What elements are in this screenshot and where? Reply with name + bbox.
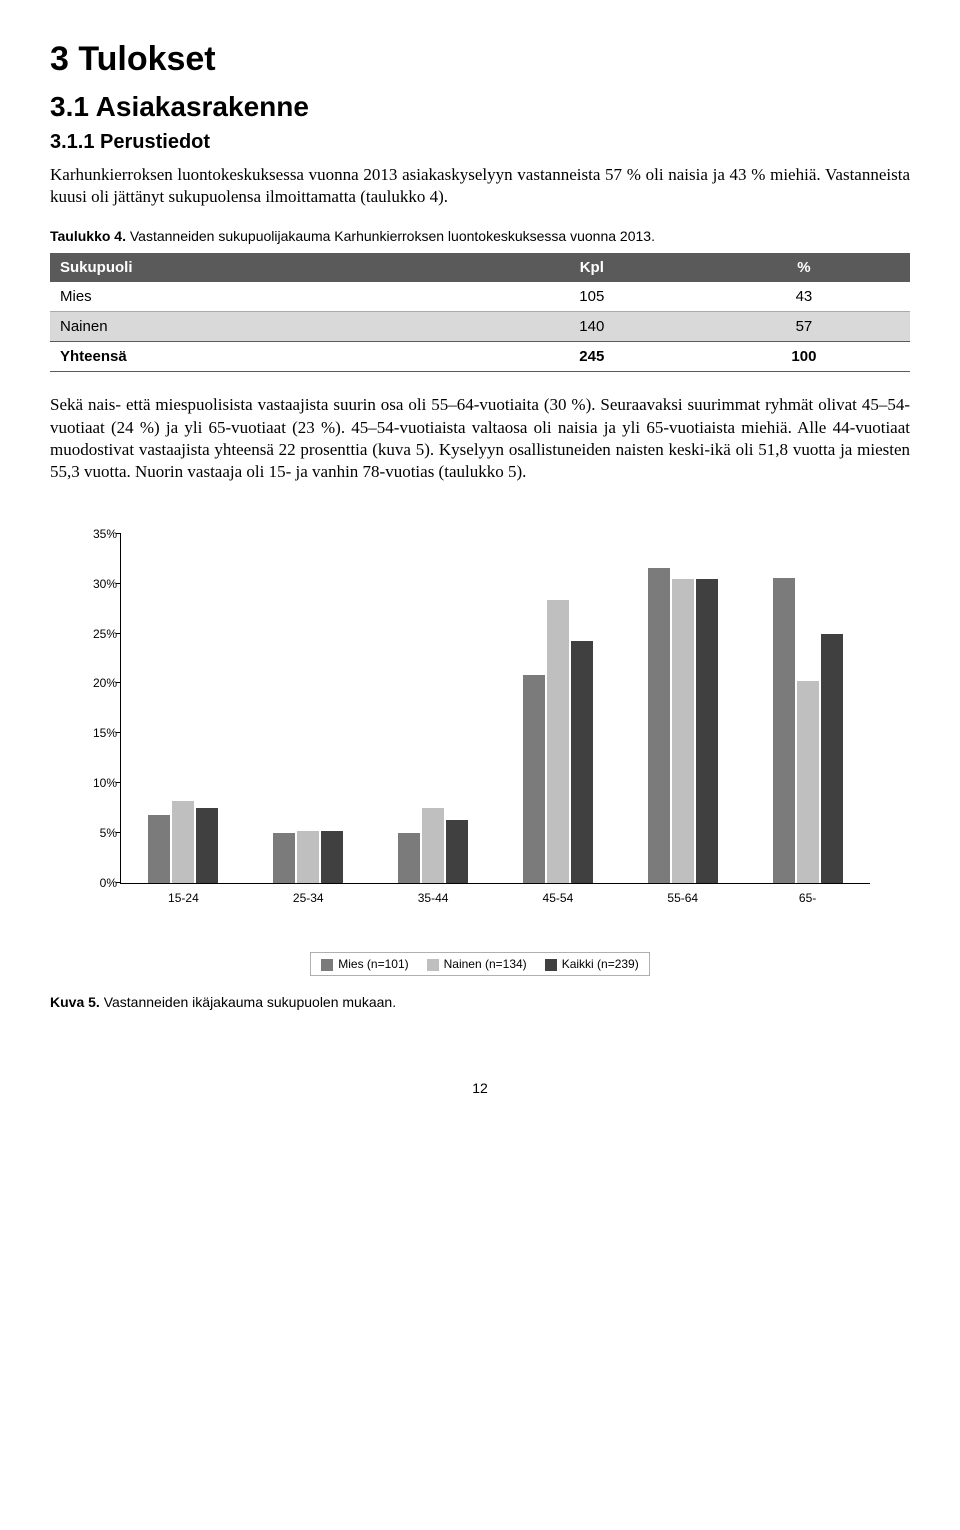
table-row: Mies10543 [50, 282, 910, 312]
legend-label: Kaikki (n=239) [562, 957, 639, 971]
legend-swatch [545, 959, 557, 971]
legend-item: Mies (n=101) [321, 957, 408, 971]
bar [446, 820, 468, 883]
cell-label: Mies [50, 282, 486, 312]
legend-swatch [321, 959, 333, 971]
chart-legend: Mies (n=101) Nainen (n=134) Kaikki (n=239) [310, 952, 649, 976]
cell-kpl: 105 [486, 282, 698, 312]
ytick-label: 5% [79, 826, 117, 840]
ytick-label: 20% [79, 676, 117, 690]
table4-caption-text: Vastanneiden sukupuolijakauma Karhunkier… [126, 228, 655, 244]
xtick-label: 25-34 [293, 891, 324, 905]
bar [297, 831, 319, 883]
ytick-mark [116, 682, 121, 683]
table-row: Nainen14057 [50, 312, 910, 342]
legend-item: Nainen (n=134) [427, 957, 527, 971]
xtick-label: 35-44 [418, 891, 449, 905]
cell-kpl: 245 [486, 342, 698, 372]
ytick-label: 15% [79, 726, 117, 740]
legend-item: Kaikki (n=239) [545, 957, 639, 971]
legend-swatch [427, 959, 439, 971]
bar-group [398, 534, 468, 883]
cell-pct: 100 [698, 342, 910, 372]
cell-pct: 57 [698, 312, 910, 342]
bar [648, 568, 670, 883]
xtick-label: 15-24 [168, 891, 199, 905]
xtick-label: 45-54 [543, 891, 574, 905]
page-number: 12 [50, 1080, 910, 1096]
cell-label: Nainen [50, 312, 486, 342]
ytick-mark [116, 533, 121, 534]
heading-3: 3.1.1 Perustiedot [50, 131, 910, 154]
bar [273, 833, 295, 883]
bar-group [648, 534, 718, 883]
ytick-label: 0% [79, 876, 117, 890]
ytick-mark [116, 633, 121, 634]
ytick-mark [116, 832, 121, 833]
figure5-caption-text: Vastanneiden ikäjakauma sukupuolen mukaa… [100, 994, 396, 1010]
ytick-mark [116, 732, 121, 733]
ytick-mark [116, 583, 121, 584]
bar [148, 815, 170, 883]
paragraph-1: Karhunkierroksen luontokeskuksessa vuonn… [50, 164, 910, 209]
bar [196, 808, 218, 883]
bar-group [773, 534, 843, 883]
th-kpl: Kpl [486, 253, 698, 282]
cell-label: Yhteensä [50, 342, 486, 372]
bar-group [148, 534, 218, 883]
chart-container: 0% 5% 10% 15% 20% 25% 30% 35% 15-24 25-34 35-44 45-… [50, 524, 910, 976]
bar [547, 600, 569, 883]
xtick-label: 65- [799, 891, 816, 905]
bar [773, 578, 795, 883]
figure5-caption-label: Kuva 5. [50, 994, 100, 1010]
heading-2: 3.1 Asiakasrakenne [50, 91, 910, 123]
bar [422, 808, 444, 883]
th-pct: % [698, 253, 910, 282]
age-distribution-chart: 0% 5% 10% 15% 20% 25% 30% 35% 15-24 25-34 35-44 45-… [60, 524, 880, 944]
ytick-mark [116, 882, 121, 883]
bar-group [523, 534, 593, 883]
legend-label: Mies (n=101) [338, 957, 408, 971]
cell-pct: 43 [698, 282, 910, 312]
th-sukupuoli: Sukupuoli [50, 253, 486, 282]
bar [321, 831, 343, 883]
legend-label: Nainen (n=134) [444, 957, 527, 971]
bar [696, 579, 718, 883]
bar [797, 681, 819, 882]
bar [523, 675, 545, 882]
ytick-label: 10% [79, 776, 117, 790]
ytick-mark [116, 782, 121, 783]
ytick-label: 30% [79, 577, 117, 591]
ytick-label: 25% [79, 627, 117, 641]
bar [398, 833, 420, 883]
bar [672, 579, 694, 883]
table4-caption: Taulukko 4. Vastanneiden sukupuolijakaum… [50, 227, 910, 245]
cell-kpl: 140 [486, 312, 698, 342]
paragraph-2: Sekä nais- että miespuolisista vastaajis… [50, 394, 910, 484]
figure5-caption: Kuva 5. Vastanneiden ikäjakauma sukupuol… [50, 994, 910, 1010]
heading-1: 3 Tulokset [50, 40, 910, 79]
table4-caption-label: Taulukko 4. [50, 228, 126, 244]
bar [172, 801, 194, 883]
bar [571, 641, 593, 883]
bar-group [273, 534, 343, 883]
table4: Sukupuoli Kpl % Mies10543Nainen14057Yhte… [50, 253, 910, 372]
ytick-label: 35% [79, 527, 117, 541]
bar [821, 634, 843, 883]
table-row-total: Yhteensä245100 [50, 342, 910, 372]
xtick-label: 55-64 [667, 891, 698, 905]
